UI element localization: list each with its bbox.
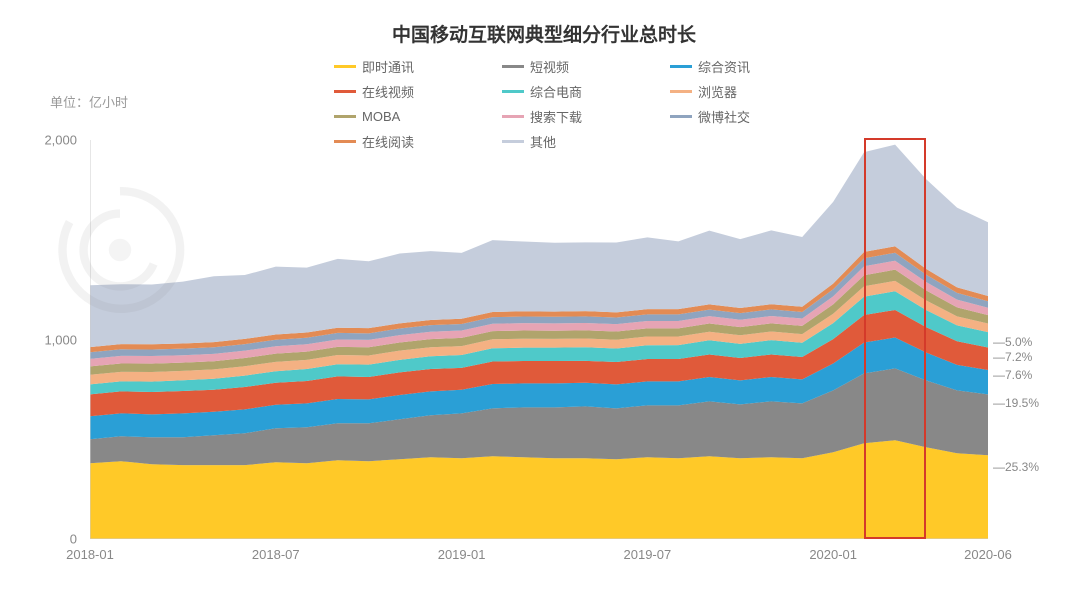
legend-label: 在线视频: [362, 82, 414, 101]
x-tick-label: 2018-07: [252, 547, 300, 562]
x-tick-label: 2020-01: [809, 547, 857, 562]
right-percent-labels: —5.0%—7.2% —7.6% —19.5% —25.3%: [993, 140, 1048, 539]
legend-label: 短视频: [530, 57, 569, 76]
legend-swatch: [334, 115, 356, 118]
legend-label: MOBA: [362, 109, 400, 124]
legend-item: 在线视频: [334, 82, 484, 101]
legend-item: 综合电商: [502, 82, 652, 101]
y-tick-label: 1,000: [44, 332, 77, 347]
legend-label: 即时通讯: [362, 57, 414, 76]
legend-label: 浏览器: [698, 82, 737, 101]
percent-label: —7.6%: [993, 368, 1032, 382]
legend-label: 综合电商: [530, 82, 582, 101]
unit-label: 单位：亿小时: [50, 92, 128, 111]
y-tick-label: 2,000: [44, 133, 77, 148]
legend-swatch: [502, 90, 524, 93]
legend-item: MOBA: [334, 107, 484, 126]
y-axis-ticks: 01,0002,000: [40, 140, 85, 539]
x-tick-label: 2018-01: [66, 547, 114, 562]
legend-swatch: [502, 115, 524, 118]
legend-label: 微博社交: [698, 107, 750, 126]
legend-label: 搜索下载: [530, 107, 582, 126]
x-tick-label: 2019-01: [438, 547, 486, 562]
percent-label: —25.3%: [993, 460, 1039, 474]
percent-label: —5.0%: [993, 335, 1032, 349]
x-tick-label: 2019-07: [624, 547, 672, 562]
legend-label: 综合资讯: [698, 57, 750, 76]
legend-swatch: [334, 65, 356, 68]
percent-label: —19.5%: [993, 396, 1039, 410]
legend-item: 微博社交: [670, 107, 820, 126]
legend-swatch: [334, 90, 356, 93]
legend-item: 即时通讯: [334, 57, 484, 76]
legend: 即时通讯短视频综合资讯在线视频综合电商浏览器MOBA搜索下载微博社交在线阅读其他: [164, 57, 924, 151]
legend-item: 综合资讯: [670, 57, 820, 76]
x-axis-ticks: 2018-012018-072019-012019-072020-012020-…: [90, 547, 988, 567]
legend-item: 短视频: [502, 57, 652, 76]
legend-swatch: [502, 65, 524, 68]
legend-swatch: [670, 65, 692, 68]
legend-item: 浏览器: [670, 82, 820, 101]
legend-swatch: [670, 90, 692, 93]
plot-area: [90, 140, 988, 539]
y-tick-label: 0: [70, 532, 77, 547]
percent-label: —7.2%: [993, 350, 1032, 364]
chart-title: 中国移动互联网典型细分行业总时长: [50, 20, 1038, 47]
x-tick-label: 2020-06: [964, 547, 1012, 562]
legend-swatch: [670, 115, 692, 118]
legend-item: 搜索下载: [502, 107, 652, 126]
area-chart-svg: [90, 140, 988, 539]
